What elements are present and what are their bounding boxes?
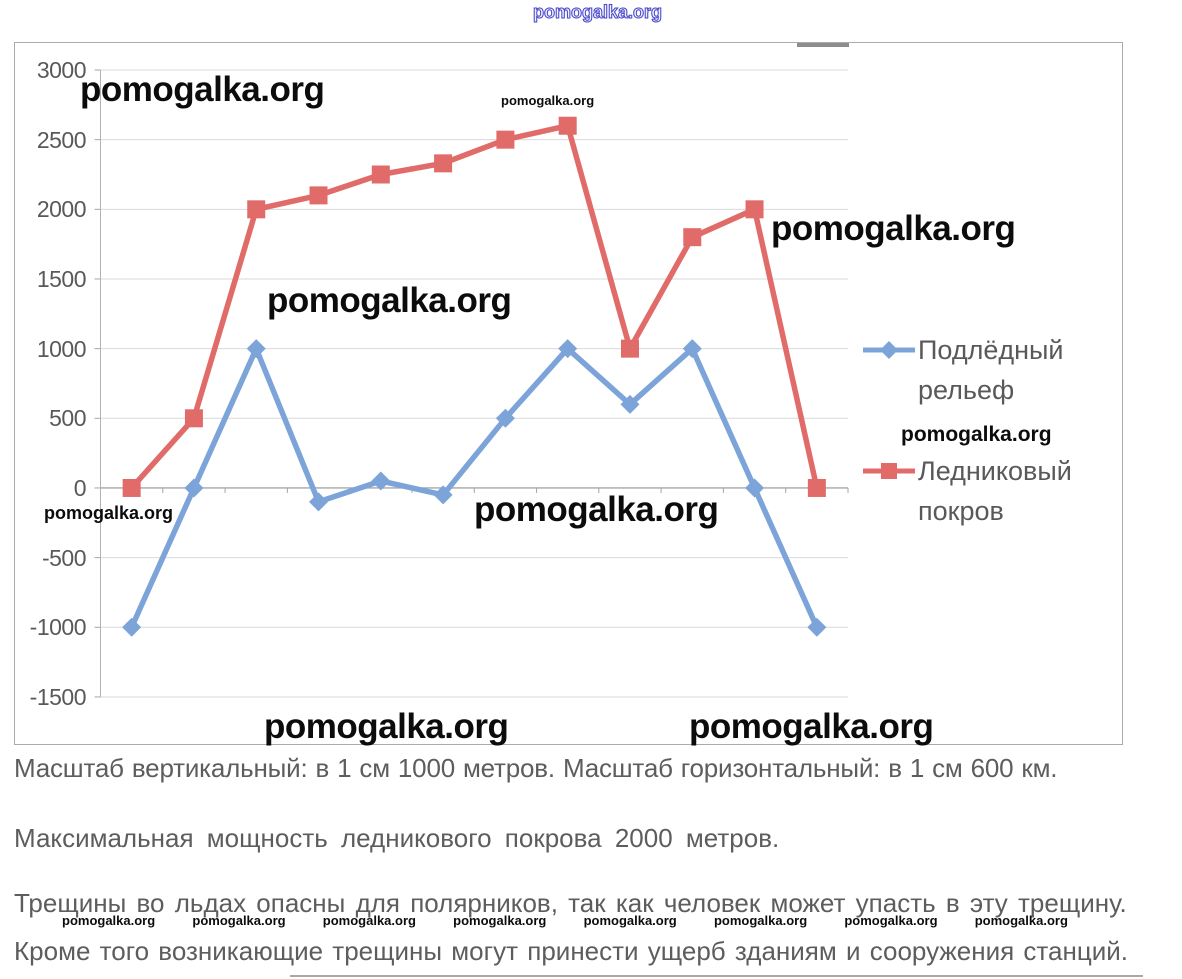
y-axis-tick-label: 1500 — [36, 265, 87, 292]
diamond-marker — [246, 339, 266, 359]
watermark-top-center-small: pomogalka.org — [501, 93, 595, 108]
diamond-marker — [309, 492, 329, 512]
diamond-marker — [807, 617, 827, 637]
bottom-divider — [290, 975, 1143, 977]
square-marker — [745, 200, 764, 219]
watermark-row-item: pomogalka.org — [974, 913, 1068, 928]
watermark-row: pomogalka.org pomogalka.org pomogalka.or… — [62, 913, 1068, 928]
legend-label: Ледниковый покров — [918, 456, 1072, 526]
border-smudge — [797, 43, 849, 47]
watermark-bottom-right: pomogalka.org — [689, 707, 934, 746]
watermark-row-item: pomogalka.org — [713, 913, 808, 928]
diamond-marker — [745, 478, 765, 498]
legend-label: Подлёдный рельеф — [918, 335, 1064, 405]
diamond-marker — [433, 485, 453, 505]
watermark-row-item: pomogalka.org — [192, 913, 286, 928]
watermark-row-item: pomogalka.org — [844, 913, 938, 928]
square-marker — [434, 154, 453, 173]
square-marker — [309, 186, 328, 205]
square-marker — [558, 116, 577, 135]
legend-item-ice-cover: Ледниковый покров — [862, 451, 1090, 531]
y-axis-tick-label: -500 — [41, 544, 87, 571]
note-cracks-damage: Кроме того возникающие трещины могут при… — [14, 936, 1129, 966]
y-axis-tick-label: 0 — [73, 474, 87, 501]
chart-frame: 3000 2500 2000 1500 1000 500 0 -500 -1000 -1500 — [14, 42, 1123, 745]
note-cracks-danger: Трещины во льдах опасны для полярников, … — [14, 888, 1127, 918]
watermark-row-item: pomogalka.org — [62, 913, 156, 928]
diamond-marker — [184, 478, 204, 498]
y-axis-tick-label: 2000 — [36, 196, 87, 223]
series-line-square — [129, 122, 820, 490]
square-marker — [184, 409, 203, 428]
legend-item-subglacial-relief: Подлёдный рельеф — [862, 330, 1090, 410]
watermark-right: pomogalka.org — [771, 209, 1016, 248]
square-marker — [247, 200, 266, 219]
legend-diamond-marker-icon — [863, 341, 915, 359]
y-axis-tick-label: -1000 — [29, 614, 87, 641]
watermark-center: pomogalka.org — [474, 490, 719, 529]
line-chart — [94, 69, 849, 698]
watermark-bottom-left: pomogalka.org — [264, 707, 509, 746]
y-axis-tick-label: 2500 — [36, 126, 87, 153]
watermark-row-item: pomogalka.org — [322, 913, 416, 928]
diamond-marker — [620, 394, 640, 414]
y-axis-tick-label: 3000 — [36, 57, 87, 83]
square-marker — [683, 228, 702, 247]
y-axis-tick-label: 1000 — [36, 335, 87, 362]
diamond-marker — [682, 339, 702, 359]
square-marker — [807, 478, 826, 497]
y-axis-tick-label: 500 — [49, 405, 86, 432]
square-marker — [371, 165, 390, 184]
note-scale: Масштаб вертикальный: в 1 см 1000 метров… — [14, 753, 1058, 783]
watermark-top-outline: pomogalka.org — [532, 2, 663, 23]
watermark-middle-left: pomogalka.org — [267, 281, 512, 320]
square-marker — [496, 130, 515, 149]
diamond-marker — [495, 408, 515, 428]
watermark-legend: pomogalka.org — [901, 423, 1052, 446]
watermark-row-item: pomogalka.org — [453, 913, 547, 928]
watermark-top-left: pomogalka.org — [80, 70, 325, 109]
square-marker — [122, 478, 141, 497]
diamond-marker — [122, 617, 142, 637]
series-line-diamond — [129, 345, 820, 629]
diamond-marker — [558, 339, 578, 359]
y-axis-tick-label: -1500 — [29, 683, 87, 710]
square-marker — [620, 339, 639, 358]
legend-square-marker-icon — [863, 463, 915, 479]
diamond-marker — [371, 471, 391, 491]
note-max-thickness: Максимальная мощность ледникового покров… — [14, 823, 780, 853]
watermark-left-small: pomogalka.org — [44, 503, 174, 523]
watermark-row-item: pomogalka.org — [583, 913, 677, 928]
